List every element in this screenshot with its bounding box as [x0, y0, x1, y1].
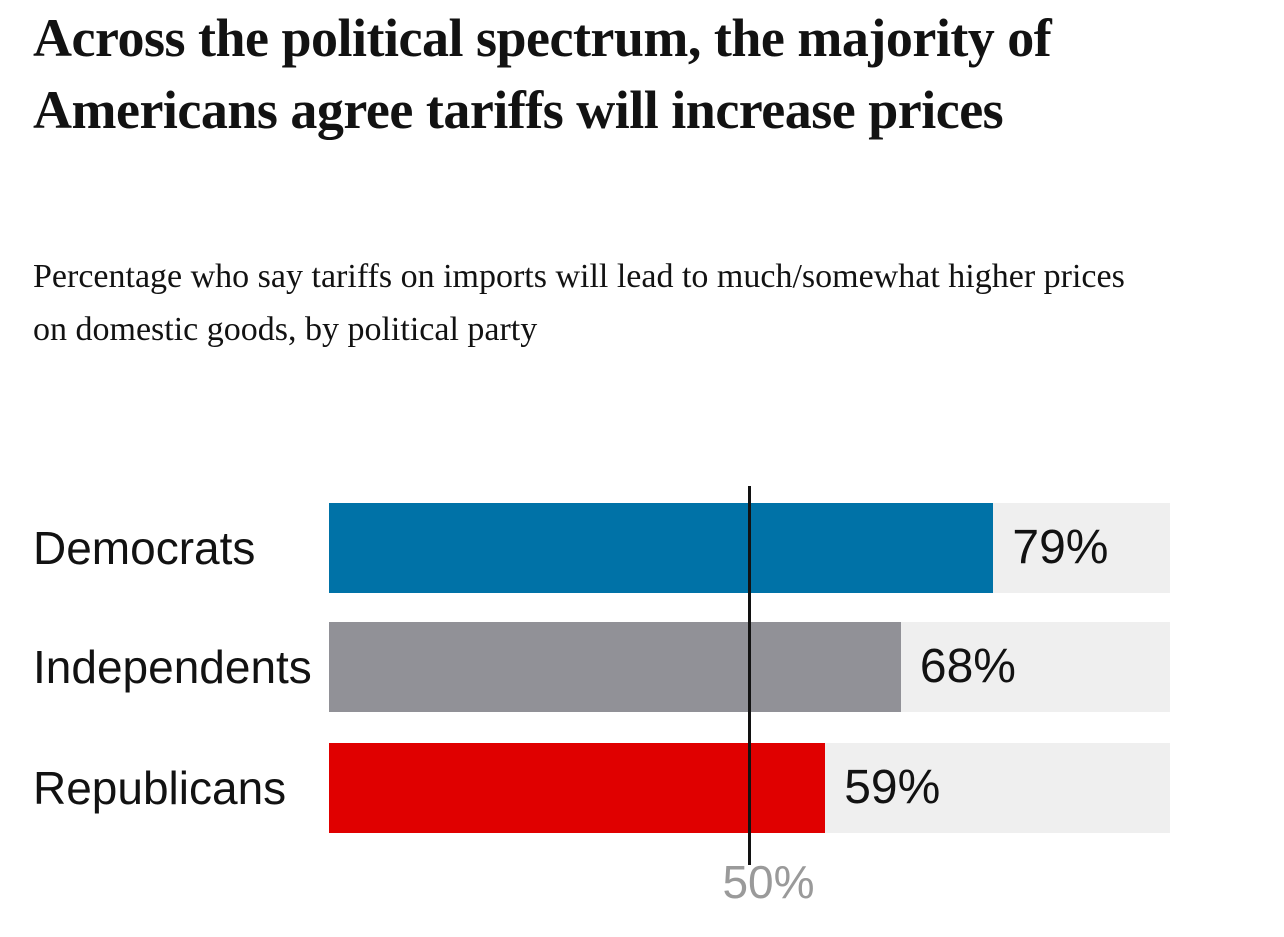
bar-fill: [329, 503, 994, 593]
bar-value-label: 59%: [844, 761, 941, 814]
category-label: Democrats: [33, 522, 256, 574]
bar-chart: Democrats 79% Independents 68% Republica…: [33, 486, 1170, 908]
reference-line-50pct: [748, 486, 751, 865]
bar-value-label: 79%: [1012, 521, 1109, 574]
page-title: Across the political spectrum, the major…: [33, 8, 1052, 140]
reference-line-label: 50%: [722, 856, 815, 908]
category-label: Republicans: [33, 762, 287, 814]
chart-subtitle: Percentage who say tariffs on imports wi…: [33, 258, 1125, 348]
bar-fill: [329, 743, 826, 833]
bar-value-label: 68%: [919, 640, 1016, 693]
bar-fill: [329, 622, 901, 712]
category-label: Independents: [33, 641, 312, 693]
